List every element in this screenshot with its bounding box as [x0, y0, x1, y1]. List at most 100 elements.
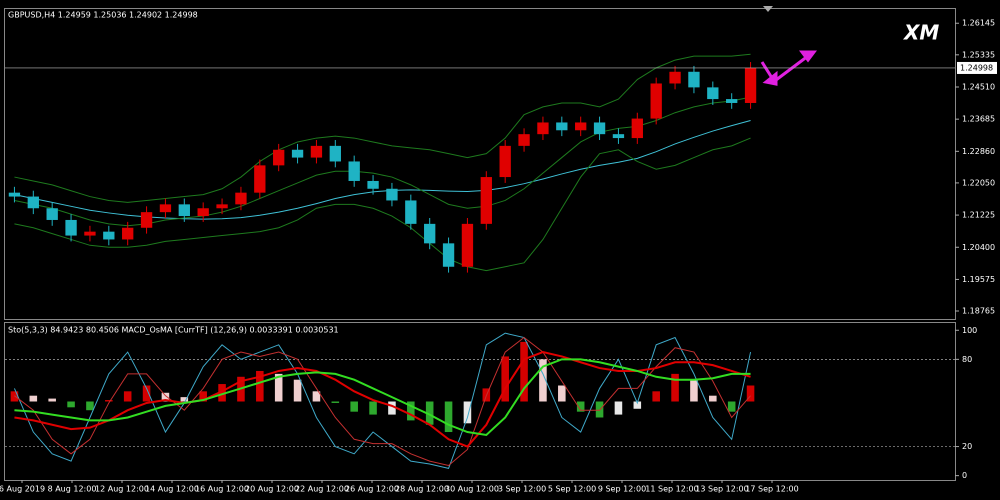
- histogram-bar: [86, 401, 94, 411]
- candle-body: [27, 196, 39, 209]
- candle-body: [329, 145, 341, 162]
- candle-body: [178, 204, 190, 217]
- histogram-bar: [520, 341, 528, 402]
- candle-body: [499, 145, 511, 178]
- y-tick-label: 1.19575: [962, 275, 995, 284]
- candle-body: [631, 118, 643, 139]
- x-tick-label: 28 Aug 12:00: [395, 485, 449, 494]
- histogram-bar: [29, 395, 38, 402]
- candle-body: [310, 145, 323, 158]
- histogram-bar: [105, 400, 113, 402]
- logo-box: [894, 20, 948, 46]
- candle-body: [386, 188, 398, 201]
- y-tick-label: 1.22050: [962, 178, 995, 187]
- y-tick-label: 1.23685: [962, 115, 995, 124]
- x-tick-label: 14 Aug 12:00: [145, 485, 199, 494]
- candle-body: [8, 192, 21, 197]
- x-tick-label: 6 Aug 2019: [0, 485, 45, 494]
- candle-body: [348, 161, 360, 181]
- histogram-bar: [123, 391, 132, 402]
- last-price-label: 1.24998: [960, 63, 993, 72]
- candle-body: [442, 243, 455, 267]
- candle-body: [367, 180, 379, 189]
- y-tick-label: 80: [962, 355, 972, 364]
- candle-body: [518, 134, 530, 146]
- candle-body: [159, 204, 172, 213]
- histogram-bar: [746, 385, 755, 402]
- candle-body: [291, 149, 304, 158]
- histogram-bar: [463, 401, 472, 424]
- histogram-bar: [331, 401, 340, 403]
- histogram-bar: [558, 385, 566, 402]
- histogram-bar: [369, 401, 377, 415]
- histogram-bar: [218, 384, 226, 402]
- candle-body: [669, 71, 681, 84]
- histogram-bar: [407, 401, 415, 421]
- y-tick-label: 0: [962, 471, 967, 480]
- x-tick-label: 5 Sep 12:00: [548, 485, 596, 494]
- last-price-box: [957, 61, 997, 74]
- y-tick-label: 20: [962, 442, 972, 451]
- candle-body: [197, 208, 209, 217]
- histogram-bar: [633, 401, 642, 409]
- y-tick-label: 100: [962, 326, 977, 335]
- candle-body: [688, 71, 700, 88]
- candle-body: [650, 83, 662, 119]
- logo: XM: [902, 21, 939, 45]
- histogram-bar: [10, 391, 19, 402]
- candle-body: [612, 134, 625, 139]
- candle-body: [273, 149, 285, 166]
- histogram-bar: [388, 401, 396, 415]
- indicator-title: Sto(5,3,3) 84.9423 80.4506 MACD_OsMA [Cu…: [8, 326, 339, 335]
- histogram-bar: [652, 391, 660, 402]
- overlay-line: [14, 137, 751, 272]
- histogram-bar: [671, 373, 679, 402]
- candle-body: [103, 231, 115, 240]
- y-tick-label: 1.24510: [962, 82, 995, 91]
- indicator-line: [14, 358, 751, 436]
- histogram-bar: [67, 401, 75, 408]
- histogram-bar: [274, 373, 283, 402]
- indicator-line: [14, 351, 751, 448]
- overlay-line: [14, 120, 751, 220]
- histogram-bar: [48, 398, 56, 402]
- candle-body: [707, 87, 719, 100]
- x-tick-label: 26 Aug 12:00: [345, 485, 399, 494]
- candle-body: [254, 165, 266, 193]
- y-tick-label: 1.18765: [962, 307, 995, 316]
- x-tick-label: 8 Aug 12:00: [48, 485, 97, 494]
- indicator-line: [14, 336, 751, 467]
- candle-body: [65, 219, 77, 236]
- candle-body: [593, 122, 606, 135]
- x-tick-label: 3 Sep 12:00: [498, 485, 546, 494]
- shift-marker: [763, 6, 773, 12]
- candle-body: [480, 177, 492, 224]
- candle-body: [726, 99, 738, 103]
- price-title: GBPUSD,H4 1.24959 1.25036 1.24902 1.2499…: [8, 11, 198, 20]
- candle-body: [405, 200, 417, 224]
- histogram-bar: [142, 385, 151, 402]
- x-tick-label: 11 Sep 12:00: [645, 485, 698, 494]
- histogram-bar: [425, 401, 434, 425]
- overlay-line: [14, 53, 751, 203]
- candle-body: [424, 223, 436, 244]
- y-tick-label: 1.21225: [962, 211, 995, 220]
- x-tick-label: 12 Aug 12:00: [95, 485, 149, 494]
- y-tick-label: 1.20400: [962, 243, 995, 252]
- histogram-bar: [501, 356, 509, 402]
- histogram-bar: [690, 379, 698, 402]
- histogram-bar: [199, 391, 207, 402]
- histogram-bar: [727, 401, 736, 412]
- x-tick-label: 30 Aug 12:00: [445, 485, 499, 494]
- histogram-bar: [614, 401, 623, 415]
- histogram-bar: [180, 397, 189, 402]
- candle-body: [556, 122, 568, 131]
- histogram-bar: [576, 401, 585, 412]
- candle-body: [140, 212, 153, 228]
- price-panel: [4, 8, 956, 320]
- x-tick-label: 9 Sep 12:00: [598, 485, 646, 494]
- histogram-bar: [539, 359, 547, 402]
- indicator-panel: [4, 322, 956, 481]
